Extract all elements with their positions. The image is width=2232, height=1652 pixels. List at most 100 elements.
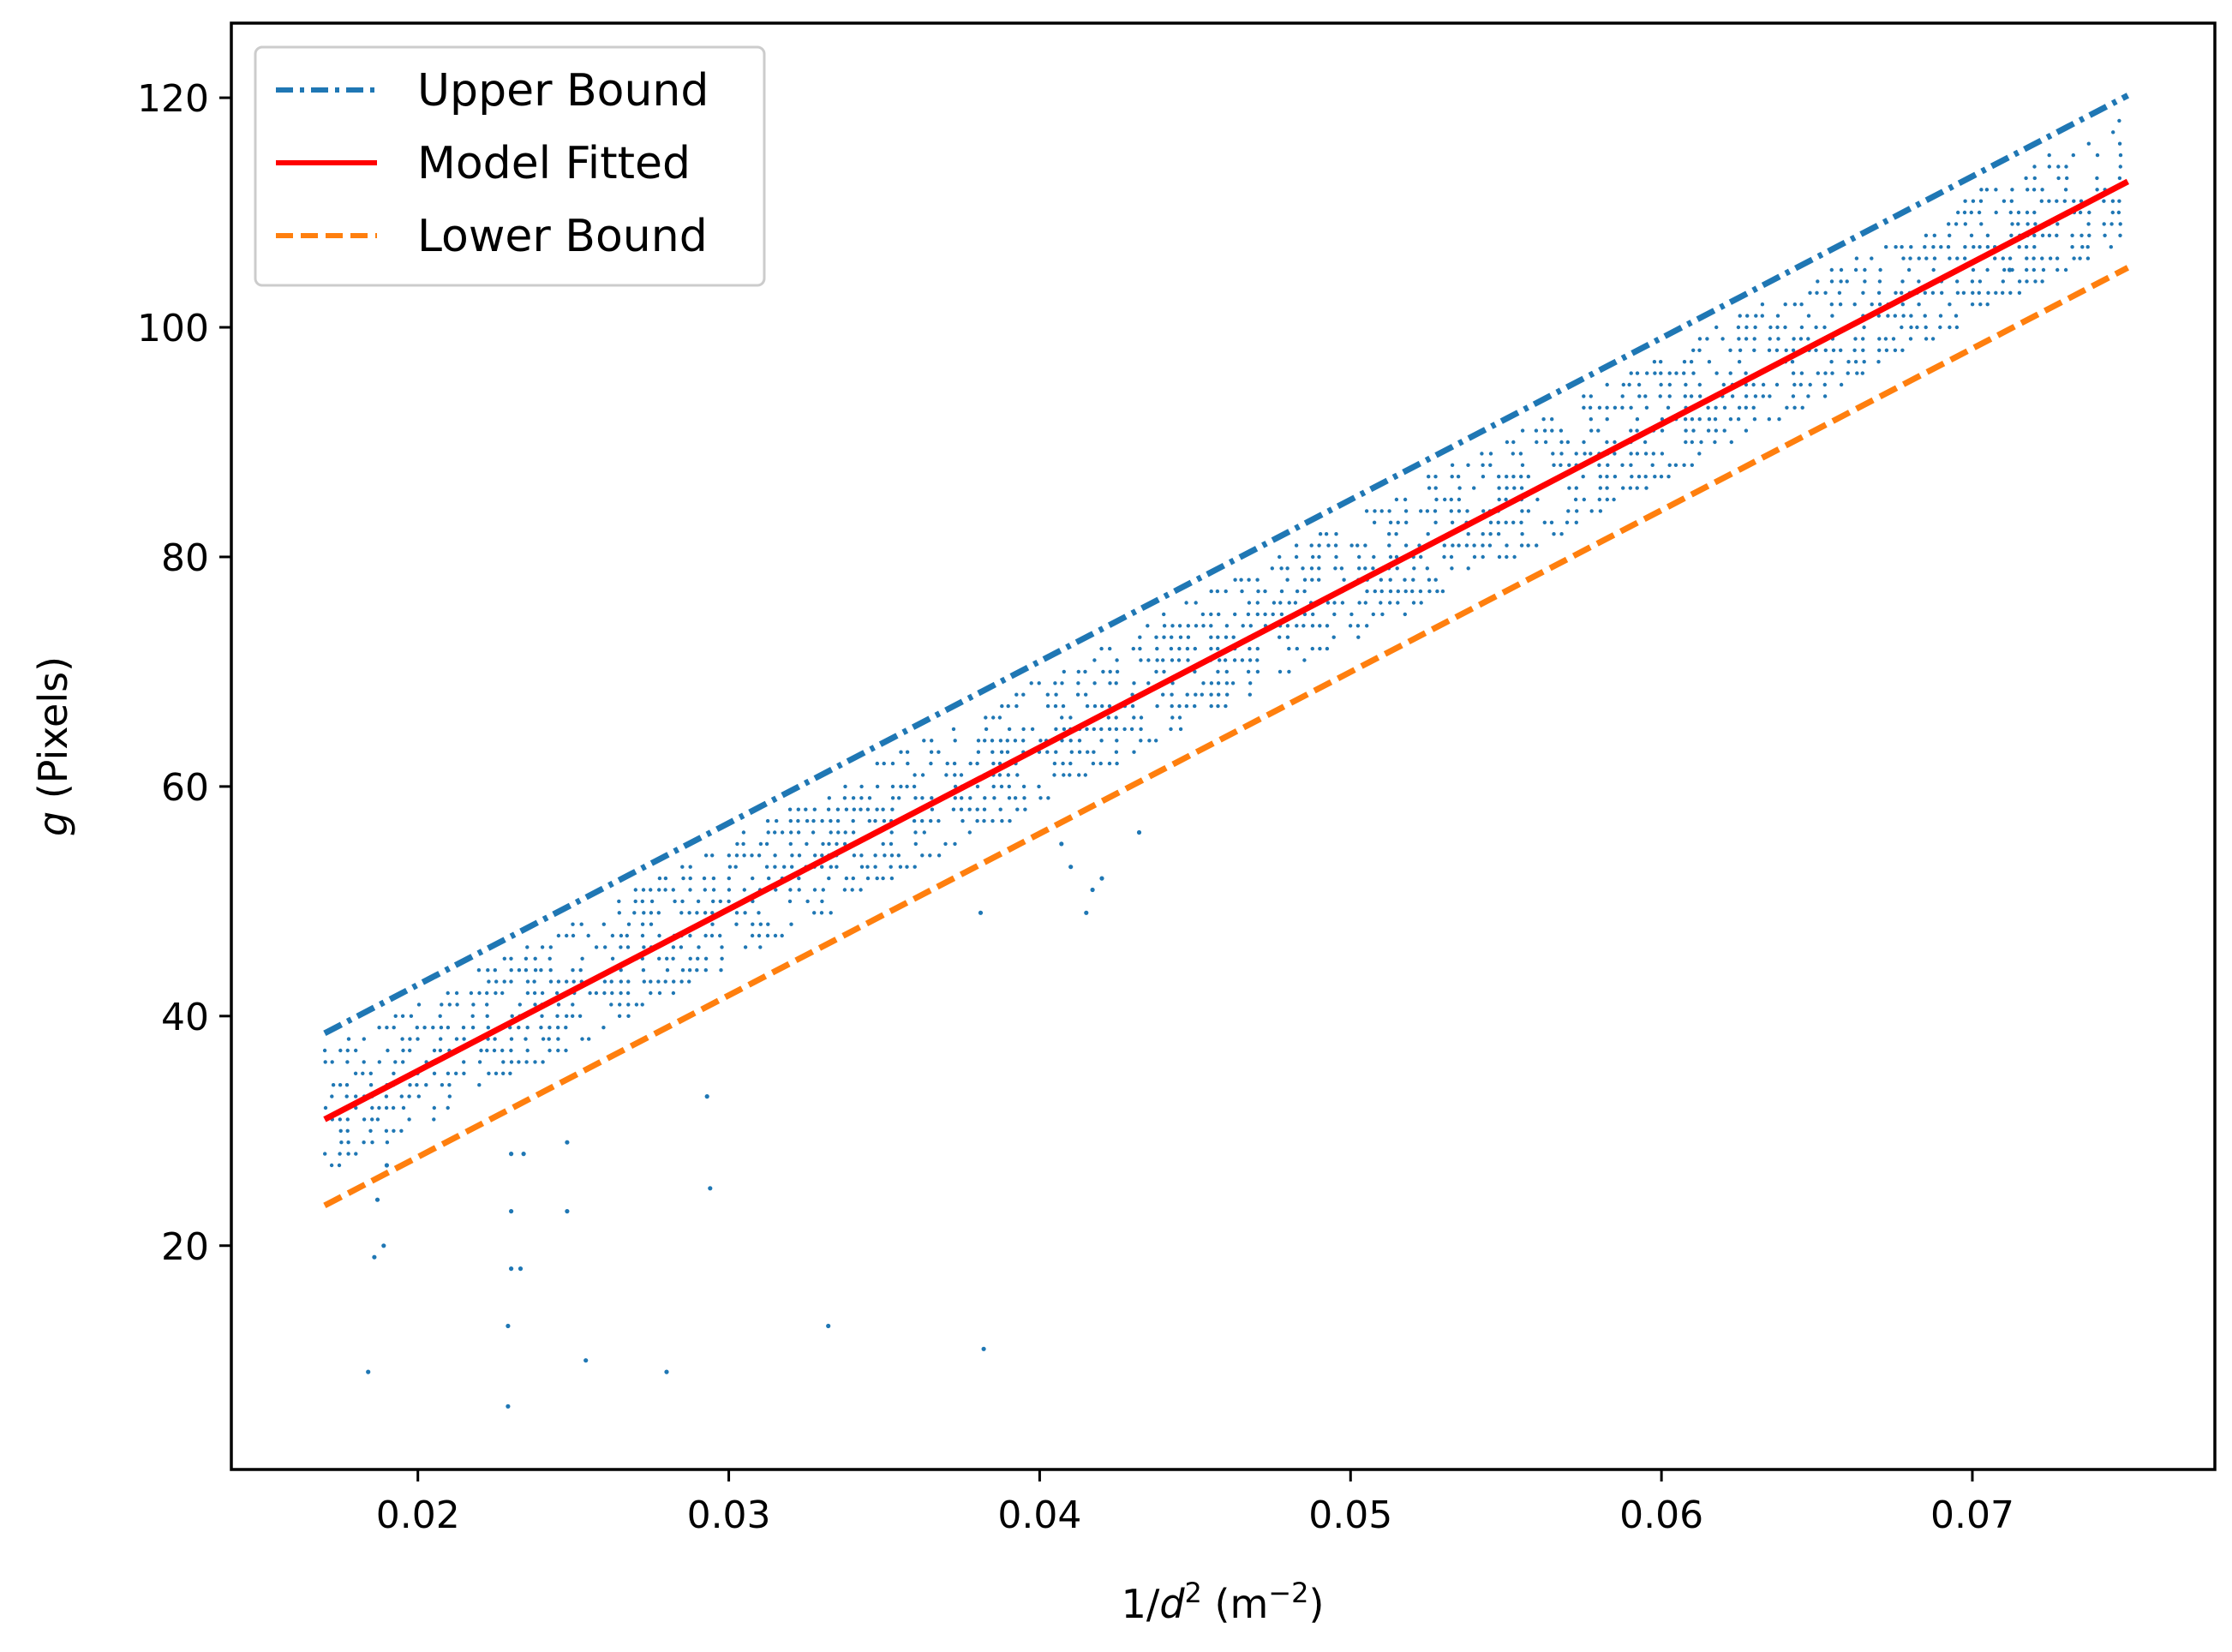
scatter-point xyxy=(1714,371,1719,375)
scatter-point xyxy=(509,1048,513,1053)
scatter-point xyxy=(1427,578,1432,582)
scatter-point xyxy=(1923,245,1927,249)
scatter-point xyxy=(385,1140,390,1145)
scatter-point xyxy=(617,1014,622,1019)
scatter-point xyxy=(1971,290,1975,295)
scatter-point xyxy=(1302,624,1306,628)
scatter-point xyxy=(345,1128,350,1134)
scatter-point xyxy=(1526,509,1531,513)
scatter-point xyxy=(1714,325,1719,330)
scatter-point xyxy=(1170,658,1175,662)
scatter-point xyxy=(1597,497,1602,502)
scatter-point xyxy=(1924,337,1929,341)
scatter-point xyxy=(1791,348,1796,352)
scatter-point xyxy=(913,841,919,847)
scatter-point xyxy=(2025,256,2029,260)
scatter-point xyxy=(1674,371,1678,375)
scatter-point xyxy=(1162,624,1167,628)
scatter-point xyxy=(1829,267,1834,272)
scatter-point xyxy=(416,1094,421,1098)
scatter-point xyxy=(2117,141,2122,146)
scatter-point xyxy=(2095,176,2099,181)
scatter-point xyxy=(1176,658,1182,662)
scatter-point xyxy=(1481,554,1485,560)
scatter-point xyxy=(508,1071,512,1076)
scatter-point xyxy=(346,1140,350,1145)
scatter-point xyxy=(829,830,833,835)
scatter-point xyxy=(835,841,839,847)
scatter-point xyxy=(1582,440,1586,445)
scatter-point xyxy=(1652,360,1657,364)
scatter-point xyxy=(1822,394,1828,398)
scatter-point xyxy=(1837,290,1842,295)
scatter-point-outlier xyxy=(583,1358,589,1363)
scatter-point xyxy=(416,1003,422,1007)
scatter-point xyxy=(984,727,989,732)
scatter-point xyxy=(377,1105,381,1110)
scatter-point xyxy=(920,773,925,777)
scatter-point xyxy=(1255,612,1260,617)
scatter-point xyxy=(556,979,561,984)
scatter-point xyxy=(1963,222,1967,226)
scatter-point xyxy=(883,853,887,858)
scatter-point xyxy=(602,979,607,984)
scatter-point xyxy=(493,968,497,973)
scatter-point xyxy=(610,991,614,996)
scatter-point xyxy=(1589,394,1594,398)
scatter-point xyxy=(1162,669,1166,674)
scatter-point xyxy=(1549,520,1554,524)
scatter-point xyxy=(1318,646,1322,651)
scatter-point xyxy=(610,933,615,938)
scatter-point xyxy=(1552,532,1556,536)
scatter-point xyxy=(540,1014,544,1019)
scatter-point xyxy=(1379,601,1383,605)
scatter-point xyxy=(486,968,490,973)
scatter-point xyxy=(743,911,747,915)
scatter-point xyxy=(889,865,893,869)
legend-frame xyxy=(254,45,766,287)
scatter-point xyxy=(532,979,536,984)
scatter-point xyxy=(951,727,956,732)
scatter-point xyxy=(361,1071,365,1076)
scatter-point xyxy=(820,818,824,823)
scatter-point xyxy=(385,1026,389,1030)
scatter-point xyxy=(1177,703,1182,709)
scatter-point-outlier xyxy=(366,1369,371,1374)
scatter-point xyxy=(626,922,631,926)
scatter-point xyxy=(2064,165,2068,169)
scatter-point xyxy=(1481,532,1485,536)
scatter-point xyxy=(696,956,700,961)
scatter-point xyxy=(1224,703,1228,709)
scatter-point xyxy=(1201,681,1206,685)
scatter-point xyxy=(727,899,731,904)
scatter-point xyxy=(1184,703,1189,709)
scatter-point xyxy=(1682,360,1687,364)
scatter-point xyxy=(1387,532,1391,536)
scatter-point xyxy=(1870,256,1874,260)
scatter-point xyxy=(1294,554,1299,560)
scatter-point xyxy=(1472,543,1476,548)
x-tick-label: 0.02 xyxy=(376,1493,460,1537)
x-label-unit-open: (m xyxy=(1202,1581,1268,1627)
scatter-point xyxy=(2032,233,2037,237)
scatter-point xyxy=(1900,348,1905,352)
scatter-point xyxy=(1488,463,1493,467)
scatter-point xyxy=(1589,509,1594,513)
scatter-point xyxy=(1581,475,1585,479)
scatter-point xyxy=(1559,428,1564,433)
scatter-point xyxy=(1643,440,1648,445)
scatter-point xyxy=(1605,475,1609,479)
scatter-point xyxy=(2065,176,2069,181)
scatter-point xyxy=(1855,371,1859,375)
scatter-point xyxy=(1008,818,1012,823)
scatter-point xyxy=(758,922,763,926)
scatter-point xyxy=(881,841,885,847)
scatter-point xyxy=(1863,267,1867,272)
scatter-point xyxy=(431,1026,435,1030)
scatter-point xyxy=(1931,267,1936,272)
scatter-point xyxy=(787,899,793,904)
scatter-point xyxy=(368,1083,374,1087)
scatter-point xyxy=(2025,210,2030,215)
scatter-point xyxy=(1785,405,1789,410)
